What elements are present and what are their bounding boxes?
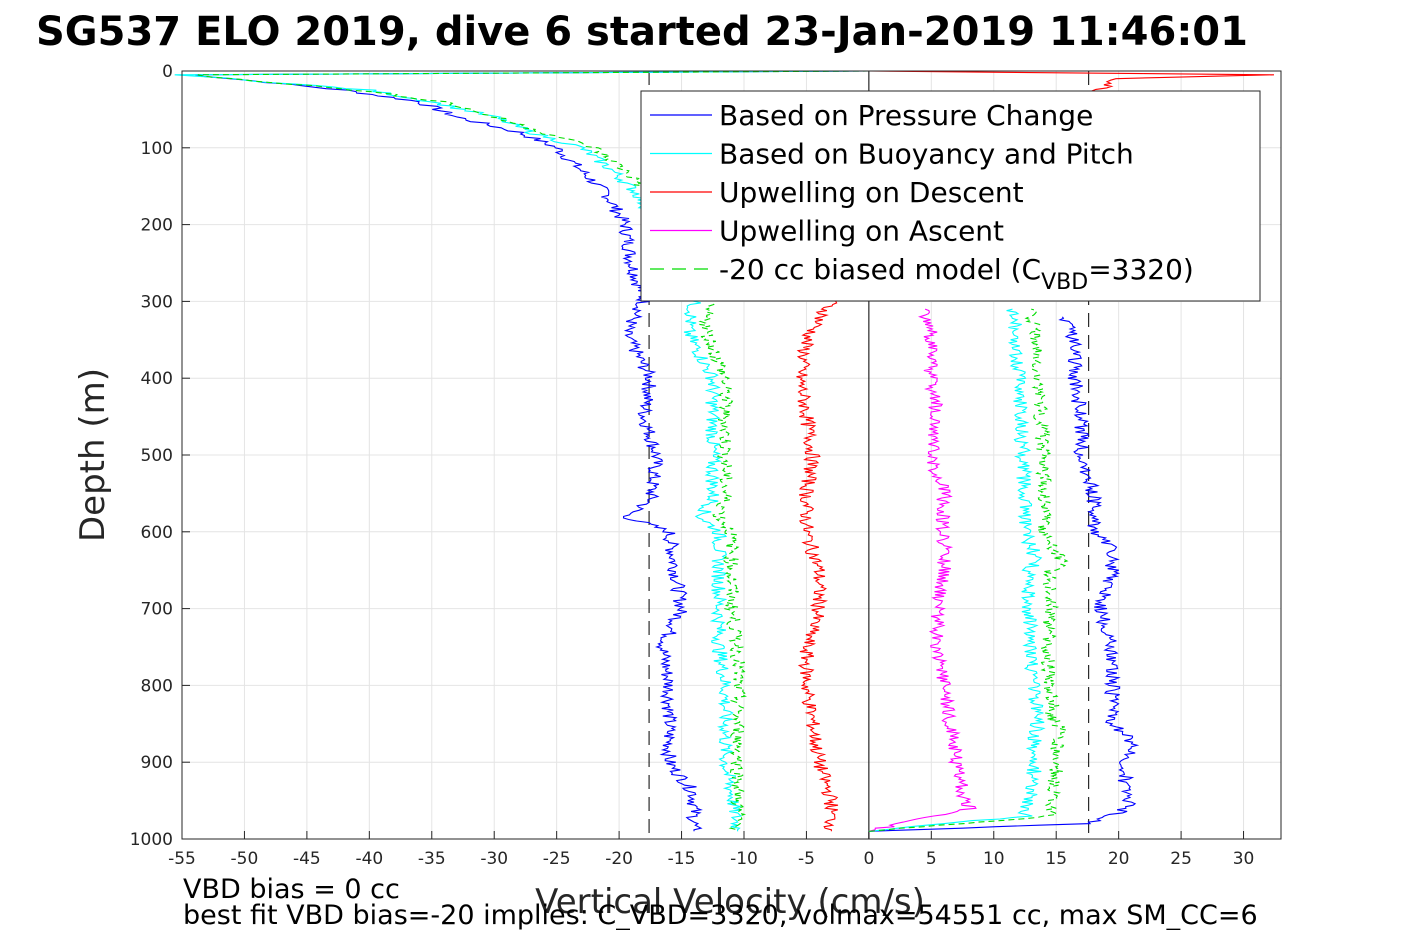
x-tick-label: -30 — [480, 849, 508, 869]
x-tick-label: -5 — [798, 849, 815, 869]
y-tick-label: 900 — [141, 753, 173, 773]
x-tick-label: -20 — [605, 849, 633, 869]
legend-label: -20 cc biased model (CVBD=3320) — [719, 253, 1194, 295]
series-1-descent-line — [174, 70, 869, 832]
series-0-descent-line — [195, 70, 869, 832]
x-tick-label: -10 — [730, 849, 758, 869]
x-tick-label: 0 — [863, 849, 874, 869]
x-tick-label: -45 — [293, 849, 321, 869]
x-tick-label: -35 — [418, 849, 446, 869]
x-tick-label: -50 — [231, 849, 259, 869]
y-axis-label: Depth (m) — [73, 368, 113, 542]
x-tick-label: 15 — [1045, 849, 1067, 869]
y-tick-label: 400 — [141, 369, 173, 389]
vbd-bias-note: VBD bias = 0 cc — [183, 876, 400, 904]
plot-frame — [181, 70, 1282, 840]
legend: Based on Pressure Change Based on Buoyanc… — [640, 90, 1261, 302]
y-tick-label: 200 — [141, 216, 173, 236]
legend-label-prefix: -20 cc biased model (C — [719, 253, 1041, 286]
x-tick-label: 25 — [1170, 849, 1192, 869]
legend-label-suffix: =3320) — [1088, 253, 1194, 286]
legend-label: Based on Buoyancy and Pitch — [719, 138, 1134, 171]
y-tick-label: 0 — [162, 62, 173, 82]
legend-label: Based on Pressure Change — [719, 99, 1093, 132]
y-tick-label: 800 — [141, 676, 173, 696]
best-fit-note: best fit VBD bias=-20 implies: C_VBD=332… — [183, 902, 1258, 930]
x-tick-label: 20 — [1108, 849, 1130, 869]
chart-title: SG537 ELO 2019, dive 6 started 23-Jan-20… — [36, 9, 1248, 55]
series-1-ascent-line — [868, 308, 1046, 832]
series-0-ascent-line — [868, 316, 1140, 832]
x-tick-label: -15 — [668, 849, 696, 869]
legend-label: Upwelling on Descent — [719, 176, 1024, 209]
x-tick-label: 10 — [983, 849, 1005, 869]
legend-box — [640, 90, 1261, 302]
series-4-ascent-line — [868, 308, 1069, 832]
y-tick-label: 600 — [141, 523, 173, 543]
x-tick-labels: -55 -50 -45 -40 -35 -30 -25 -20 -15 -10 -5 0 5 10 15 20… — [168, 849, 1254, 869]
y-tick-label: 1000 — [130, 830, 173, 850]
x-tick-label: -55 — [168, 849, 196, 869]
x-tick-label: -40 — [355, 849, 383, 869]
series-3-ascent-line — [868, 308, 977, 832]
x-tick-label: 5 — [926, 849, 937, 869]
x-tick-label: -25 — [543, 849, 571, 869]
grid-lines — [181, 70, 1281, 840]
legend-label: Upwelling on Ascent — [719, 215, 1004, 248]
x-tick-label: 30 — [1233, 849, 1255, 869]
legend-label-subscript: VBD — [1041, 270, 1088, 295]
y-tick-label: 700 — [141, 600, 173, 620]
y-tick-labels: 0 100 200 300 400 500 600 700 800 900 1000 — [130, 62, 173, 850]
y-tick-label: 500 — [141, 446, 173, 466]
y-tick-label: 300 — [141, 292, 173, 312]
x-axis-label: Vertical Velocity (cm/s) — [535, 882, 925, 922]
y-tick-label: 100 — [141, 139, 173, 159]
